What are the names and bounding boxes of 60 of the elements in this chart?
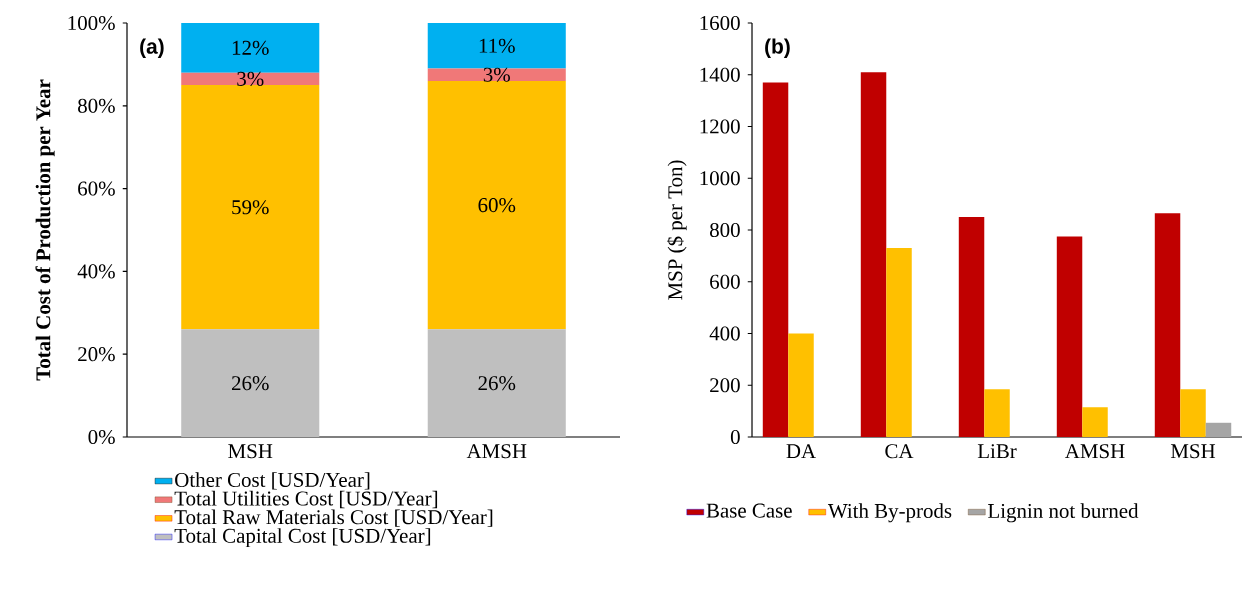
y-tick-label: 600 (710, 274, 740, 289)
x-tick-label: DA (786, 444, 816, 459)
bar (427, 68, 566, 81)
x-tick-label: AMSH (466, 444, 527, 459)
y-tick-label: 100% (68, 15, 115, 31)
bar (427, 329, 566, 437)
y-tick-label: 400 (709, 326, 740, 341)
y-tick-label: 1200 (700, 119, 740, 134)
y-tick-label: 80% (78, 98, 115, 113)
x-tick-label: MSH (228, 444, 273, 459)
data-label: 11% (479, 38, 515, 53)
y-tick-label: 40% (77, 264, 115, 279)
x-tick-label: CA (885, 444, 914, 459)
y-axis-title: Total Cost of Production per Year (35, 79, 55, 381)
y-tick-label: 800 (710, 222, 740, 238)
bar (1056, 236, 1083, 437)
y-tick-label: 200 (710, 378, 740, 393)
data-label: 12% (232, 40, 269, 55)
bar (181, 329, 320, 437)
legend-label: Total Utilities Cost [USD/Year] (174, 490, 438, 509)
legend-label: Other Cost [USD/Year] (175, 472, 370, 490)
bar (958, 217, 985, 437)
bar (788, 333, 814, 437)
x-tick-label: LiBr (977, 444, 1017, 459)
y-tick-label: 20% (78, 347, 115, 362)
data-label: 59% (232, 200, 269, 215)
text: (a) (140, 38, 164, 58)
y-tick-label: 60% (78, 181, 115, 196)
y-tick-label: 0 (730, 429, 740, 445)
data-label: 26% (478, 376, 516, 391)
text: (b) (765, 38, 790, 58)
bar (181, 23, 320, 73)
bar (1205, 422, 1232, 437)
y-tick-label: 1600 (700, 15, 740, 31)
bar (1154, 213, 1181, 437)
bar (762, 82, 789, 437)
legend-label: Total Raw Materials Cost [USD/Year] (174, 509, 493, 527)
bar (886, 248, 912, 437)
y-tick-label: 0% (88, 429, 115, 445)
x-tick-label: MSH (1170, 444, 1216, 459)
bar (1082, 407, 1108, 437)
data-label: 3% (237, 71, 264, 86)
y-tick-label: 1400 (700, 67, 740, 82)
bar (427, 23, 566, 69)
legend-label: Lignin not burned (988, 503, 1139, 523)
bar (1180, 389, 1206, 437)
legend-label: Total Capital Cost [USD/Year] (174, 528, 431, 548)
bar (427, 80, 566, 330)
bar (984, 389, 1010, 437)
bar (181, 85, 320, 330)
data-label: 60% (478, 198, 516, 213)
legend-label: Base Case (706, 503, 792, 518)
data-label: 26% (232, 376, 269, 391)
data-label: 3% (483, 67, 510, 82)
bar (181, 72, 320, 86)
x-tick-label: AMSH (1064, 444, 1125, 459)
y-tick-label: 1000 (700, 171, 740, 186)
bar (860, 72, 887, 437)
y-axis-title: MSP ($ per Ton) (666, 160, 687, 300)
legend-label: With By-prods (827, 503, 952, 523)
